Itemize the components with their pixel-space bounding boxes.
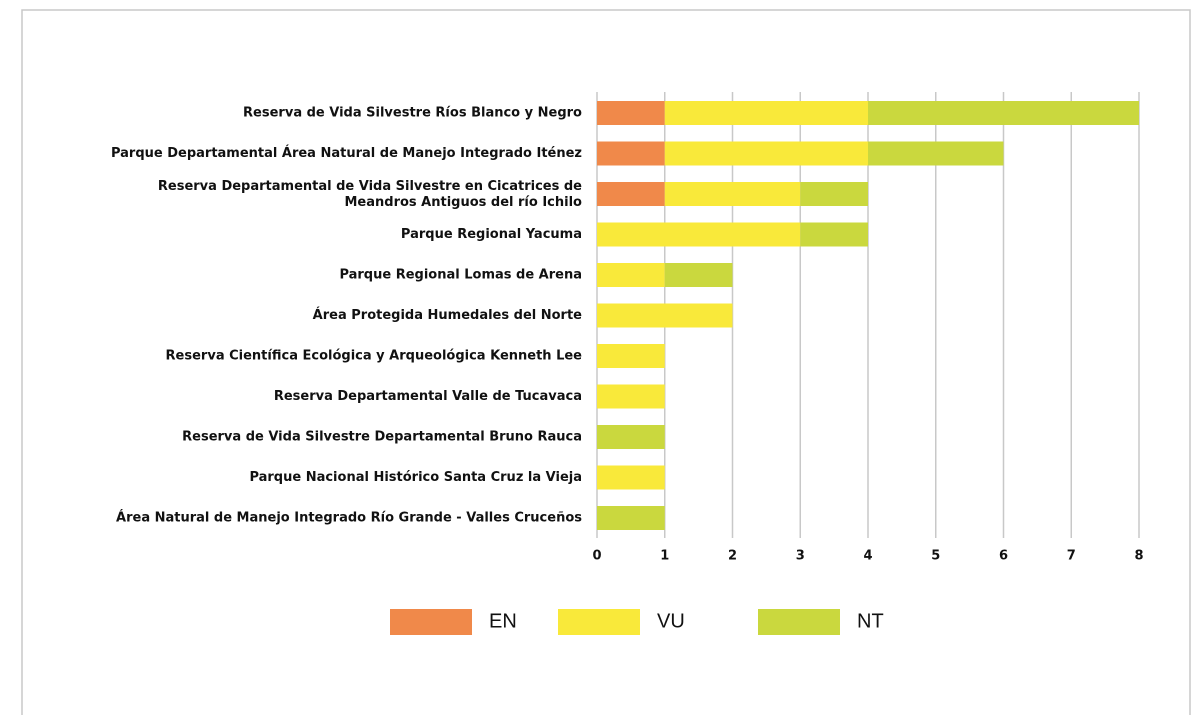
bar-segment <box>868 101 1139 125</box>
y-tick-label: Parque Nacional Histórico Santa Cruz la … <box>249 470 582 485</box>
bar-segment <box>868 141 1004 166</box>
bar-segment <box>800 222 868 247</box>
legend-label: EN <box>489 610 517 632</box>
bar-segment <box>597 303 733 328</box>
x-tick-label: 6 <box>999 549 1008 564</box>
bar-segment <box>597 101 665 125</box>
y-tick-label: Reserva Científica Ecológica y Arqueológ… <box>166 349 583 364</box>
x-tick-label: 3 <box>796 549 805 564</box>
x-tick-label: 5 <box>931 549 940 564</box>
bar-segment <box>597 506 665 530</box>
x-tick-label: 8 <box>1134 549 1143 564</box>
bar-segment <box>597 384 665 409</box>
bar-segment <box>800 182 868 206</box>
legend-swatch <box>758 609 840 635</box>
bar-segment <box>597 222 801 247</box>
x-tick-label: 4 <box>863 549 872 564</box>
bar-segment <box>597 182 665 206</box>
x-tick-label: 7 <box>1067 549 1076 564</box>
y-tick-label: Área Natural de Manejo Integrado Río Gra… <box>116 510 582 526</box>
legend-label: NT <box>857 610 884 632</box>
bar-segment <box>664 263 733 287</box>
bar-segment <box>597 465 665 490</box>
y-tick-label: Reserva Departamental Valle de Tucavaca <box>274 389 582 404</box>
bar-segment <box>664 101 868 125</box>
y-tick-label: Parque Departamental Área Natural de Man… <box>111 145 582 161</box>
x-tick-label: 0 <box>592 549 601 564</box>
legend-swatch <box>558 609 640 635</box>
x-tick-label: 1 <box>660 549 669 564</box>
y-tick-label: Área Protegida Humedales del Norte <box>313 307 583 323</box>
y-tick-label: Reserva Departamental de Vida Silvestre … <box>158 179 582 210</box>
bar-segment <box>597 141 665 166</box>
y-tick-label: Reserva de Vida Silvestre Ríos Blanco y … <box>243 106 582 121</box>
bar-segment <box>664 182 801 206</box>
legend-label: VU <box>657 610 685 632</box>
y-tick-label: Reserva de Vida Silvestre Departamental … <box>182 430 582 445</box>
bar-segment <box>664 141 868 166</box>
y-tick-label: Parque Regional Lomas de Arena <box>339 268 582 283</box>
bar-segment <box>597 425 665 449</box>
y-tick-label: Parque Regional Yacuma <box>401 227 582 242</box>
legend-swatch <box>390 609 472 635</box>
bar-segment <box>597 263 665 287</box>
x-tick-label: 2 <box>728 549 737 564</box>
bar-segment <box>597 344 665 368</box>
